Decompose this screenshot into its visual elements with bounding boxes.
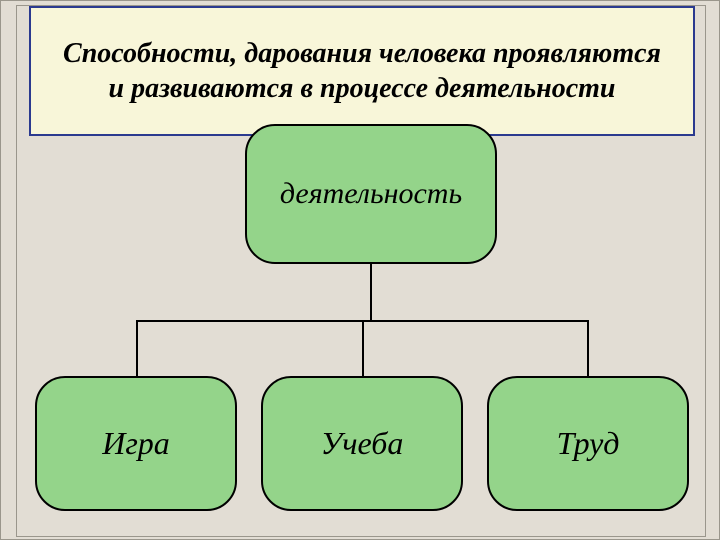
- connector-child-3: [587, 320, 589, 376]
- diagram-canvas: Способности, дарования человека проявляю…: [0, 0, 720, 540]
- connector-child-2: [362, 320, 364, 376]
- child-node-3: Труд: [487, 376, 689, 511]
- root-node: деятельность: [245, 124, 497, 264]
- title-text: Способности, дарования человека проявляю…: [61, 36, 663, 106]
- title-box: Способности, дарования человека проявляю…: [29, 6, 695, 136]
- child-label-1: Игра: [102, 425, 170, 462]
- connector-stem: [370, 264, 372, 320]
- diagram-inner: Способности, дарования человека проявляю…: [16, 5, 706, 537]
- connector-child-1: [136, 320, 138, 376]
- child-node-1: Игра: [35, 376, 237, 511]
- child-label-2: Учеба: [321, 425, 404, 462]
- child-label-3: Труд: [557, 425, 620, 462]
- root-label: деятельность: [280, 177, 462, 211]
- child-node-2: Учеба: [261, 376, 463, 511]
